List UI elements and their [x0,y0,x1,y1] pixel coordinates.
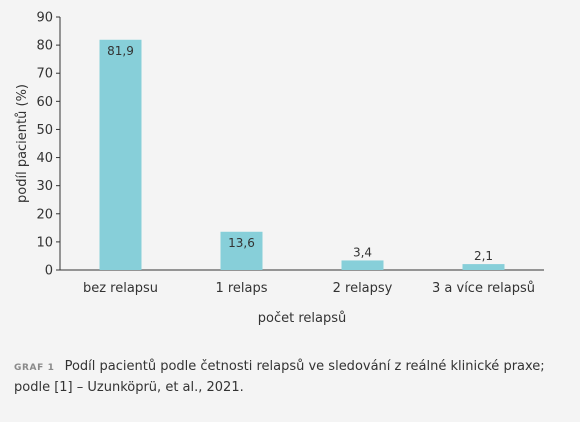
bar [220,231,263,270]
y-tick-label: 50 [36,123,53,138]
x-axis-categories: bez relapsu 1 relaps 2 relapsy 3 a více rel… [83,281,535,296]
y-axis-ticks: 0 10 20 30 40 50 60 70 80 90 [36,11,60,279]
y-tick-label: 90 [36,11,53,26]
bar-value-label: 2,1 [474,249,493,263]
figure-caption: GRAF 1 Podíl pacientů podle četnosti rel… [14,357,559,398]
bar [99,39,142,270]
bar-value-label: 3,4 [353,245,372,259]
x-category-label: 3 a více relapsů [432,281,535,296]
y-tick-label: 10 [36,235,53,250]
bar [341,260,384,270]
y-tick-label: 0 [45,264,53,279]
x-category-label: 1 relaps [215,281,267,296]
y-tick-label: 70 [36,67,53,82]
y-tick-label: 40 [36,151,53,166]
x-category-label: 2 relapsy [333,281,393,296]
chart-svg: 0 10 20 30 40 50 60 70 80 90 81,9 13,6 3,4 2,1 bez r… [15,11,544,326]
x-category-label: bez relapsu [83,281,158,296]
y-tick-label: 60 [36,95,53,110]
x-axis-title: počet relapsů [258,311,346,326]
bar-chart: 0 10 20 30 40 50 60 70 80 90 81,9 13,6 3,4 2,1 bez r… [15,11,544,326]
y-tick-label: 20 [36,207,53,222]
y-tick-label: 80 [36,39,53,54]
y-tick-label: 30 [36,179,53,194]
bars: 81,9 13,6 3,4 2,1 [99,39,505,270]
bar-value-label: 81,9 [107,44,134,58]
y-axis-title: podíl pacientů (%) [15,84,30,203]
bar [462,264,505,270]
caption-tag: GRAF 1 [14,363,55,373]
bar-value-label: 13,6 [228,236,255,250]
caption-text: Podíl pacientů podle četnosti relapsů ve… [14,359,545,395]
